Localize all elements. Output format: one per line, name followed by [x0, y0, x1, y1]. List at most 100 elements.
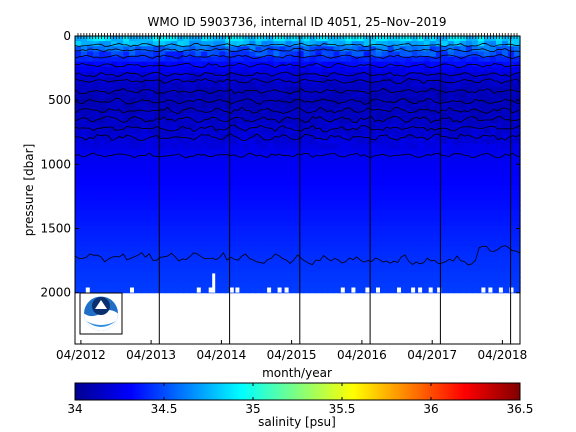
field-cell	[225, 267, 232, 273]
field-cell	[465, 267, 473, 273]
field-cell	[429, 61, 437, 68]
field-cell	[87, 41, 94, 47]
field-cell	[321, 200, 329, 206]
field-cell	[177, 71, 184, 78]
contour-line	[74, 97, 521, 105]
field-cell	[93, 138, 100, 145]
field-cell	[171, 154, 178, 160]
field-cell	[435, 220, 443, 227]
field-cell	[105, 148, 112, 155]
field-cell	[483, 133, 491, 140]
field-cell	[465, 164, 473, 171]
field-cell	[201, 61, 208, 68]
field-cell	[315, 118, 323, 124]
field-cell	[375, 195, 383, 201]
field-cell	[237, 256, 244, 263]
field-cell	[405, 225, 413, 232]
field-cell	[489, 118, 497, 124]
field-cell	[285, 174, 293, 181]
field-cell	[93, 66, 100, 73]
field-cell	[279, 36, 287, 42]
field-cell	[387, 159, 395, 165]
field-cell	[339, 41, 347, 47]
field-cell	[459, 267, 467, 273]
field-cell	[405, 154, 413, 160]
field-cell	[477, 148, 485, 155]
field-cell	[105, 102, 112, 109]
field-cell	[273, 77, 281, 83]
field-cell	[237, 107, 244, 114]
field-cell	[351, 128, 359, 135]
field-cell	[117, 102, 124, 109]
field-cell	[345, 277, 353, 283]
field-cell	[507, 61, 515, 68]
field-cell	[375, 97, 383, 104]
field-cell	[75, 138, 82, 145]
field-cell	[243, 66, 250, 73]
field-cell	[153, 287, 160, 294]
y-tick-label: 1000	[40, 157, 71, 171]
field-cell	[147, 179, 154, 186]
field-cell	[411, 82, 419, 88]
gap-mark	[481, 287, 486, 293]
field-cell	[339, 251, 347, 258]
field-cell	[99, 236, 106, 242]
field-cell	[387, 251, 395, 258]
field-cell	[147, 215, 154, 222]
field-cell	[405, 51, 413, 58]
field-cell	[201, 220, 208, 227]
field-cell	[483, 210, 491, 217]
field-cell	[357, 261, 365, 268]
field-cell	[279, 272, 287, 278]
field-cell	[321, 195, 329, 201]
field-cell	[231, 154, 238, 160]
field-cell	[459, 277, 467, 283]
field-cell	[501, 251, 509, 258]
field-cell	[495, 164, 503, 171]
field-cell	[483, 154, 491, 160]
field-cell	[447, 102, 455, 109]
field-cell	[351, 51, 359, 58]
field-cell	[129, 210, 136, 217]
field-cell	[195, 82, 202, 88]
field-cell	[291, 179, 299, 186]
field-cell	[153, 256, 160, 263]
field-cell	[123, 236, 130, 242]
colorbar-gradient	[74, 382, 521, 401]
field-cell	[279, 236, 287, 242]
field-cell	[435, 128, 443, 135]
field-cell	[321, 66, 329, 73]
field-cell	[489, 159, 497, 165]
field-cell	[333, 92, 341, 99]
field-cell	[375, 36, 383, 42]
field-cell	[177, 190, 184, 196]
field-cell	[351, 143, 359, 150]
field-cell	[513, 61, 521, 68]
field-cell	[375, 225, 383, 232]
field-cell	[111, 241, 118, 248]
contour-line	[74, 106, 521, 115]
field-cell	[507, 179, 515, 186]
field-cell	[303, 200, 311, 206]
field-cell	[297, 225, 305, 232]
field-cell	[357, 128, 365, 135]
field-cell	[273, 46, 281, 52]
field-cell	[231, 36, 238, 42]
field-cell	[321, 256, 329, 263]
field-cell	[183, 148, 190, 155]
field-cell	[429, 102, 437, 109]
field-cell	[225, 174, 232, 181]
field-cell	[261, 41, 269, 47]
field-cell	[291, 215, 299, 222]
field-cell	[369, 190, 377, 196]
field-cell	[267, 66, 275, 73]
field-cell	[123, 118, 130, 124]
field-cell	[297, 97, 305, 104]
field-cell	[261, 159, 269, 165]
field-cell	[315, 113, 323, 119]
field-cell	[339, 118, 347, 124]
field-cell	[513, 277, 521, 283]
field-cell	[387, 46, 395, 52]
field-cell	[423, 159, 431, 165]
field-cell	[153, 246, 160, 253]
